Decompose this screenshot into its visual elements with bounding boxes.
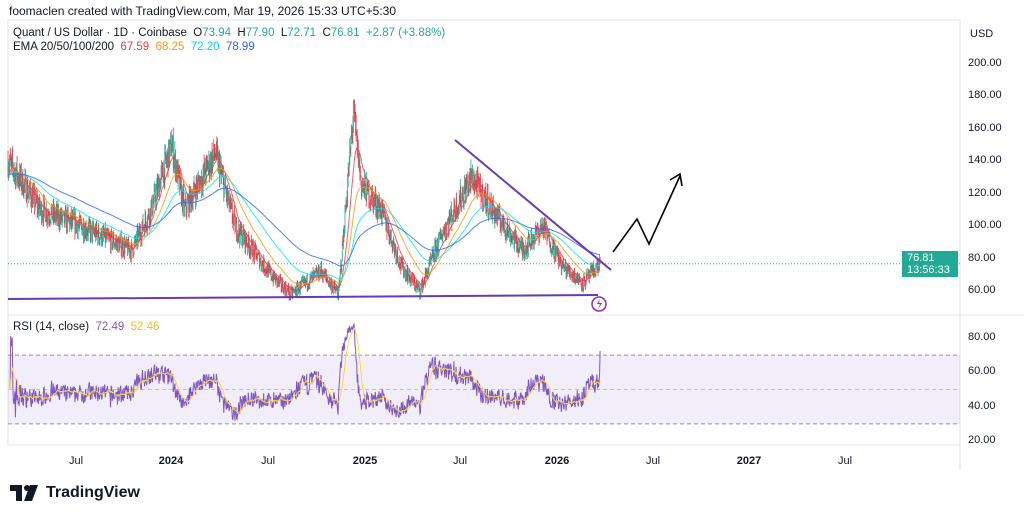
- time-tick: Jul: [260, 455, 276, 467]
- time-tick: Jul: [645, 455, 661, 467]
- resistance-trendline: [454, 139, 612, 271]
- ema200-value: 78.99: [225, 41, 255, 53]
- rsi-tick: 40.00: [968, 399, 996, 412]
- support-trendline: [7, 294, 599, 300]
- rsi-ma-value: 52.46: [130, 321, 160, 333]
- close-value: 76.81: [330, 27, 360, 39]
- rsi-tick: 20.00: [968, 434, 996, 447]
- ema50-line: [7, 167, 601, 286]
- lightning-icon: [597, 299, 602, 309]
- low-value: 72.71: [287, 27, 317, 39]
- tradingview-logo[interactable]: TradingView: [10, 484, 140, 502]
- symbol-name[interactable]: Quant / US Dollar · 1D · Coinbase: [13, 27, 187, 39]
- time-tick: 2024: [158, 455, 184, 467]
- ema100-value: 72.20: [190, 41, 220, 53]
- rsi-value: 72.49: [95, 321, 125, 333]
- rsi-line: [8, 322, 601, 421]
- currency-label[interactable]: USD: [970, 28, 994, 40]
- credit-text: foomaclen created with TradingView.com, …: [9, 4, 396, 18]
- symbol-legend: Quant / US Dollar · 1D · Coinbase O73.94…: [13, 27, 445, 39]
- rsi-ma-line: [8, 327, 601, 414]
- open-value: 73.94: [202, 27, 231, 39]
- rsi-tick: 60.00: [968, 365, 996, 378]
- rsi-legend: RSI (14, close) 72.49 52.46: [13, 321, 159, 333]
- change-value: +2.87 (+3.88%): [365, 27, 446, 39]
- ema-label[interactable]: EMA 20/50/100/200: [13, 41, 115, 53]
- open-label: O: [193, 27, 203, 39]
- high-value: 77.90: [245, 27, 275, 39]
- close-label: C: [322, 27, 331, 39]
- time-tick: 2025: [352, 455, 378, 467]
- price-tick: 80.00: [968, 251, 996, 264]
- ema100-line: [7, 172, 601, 280]
- arrow-head-icon: [669, 172, 683, 187]
- logo-text: TradingView: [46, 484, 140, 501]
- time-tick: 2027: [736, 455, 762, 467]
- time-tick: 2026: [544, 455, 570, 467]
- rsi-tick: 80.00: [968, 331, 996, 343]
- price-tick: 100.00: [968, 219, 1002, 232]
- ema-legend: EMA 20/50/100/200 67.59 68.25 72.20 78.9…: [13, 41, 255, 53]
- last-price-badge: 76.81 13:56:33: [902, 251, 958, 277]
- ema20-line: [7, 147, 601, 292]
- bar-countdown: 13:56:33: [907, 264, 950, 276]
- ema20-value: 67.59: [120, 41, 150, 53]
- ema200-line: [7, 173, 601, 267]
- price-tick: 140.00: [968, 154, 1002, 167]
- ema50-value: 68.25: [155, 41, 185, 53]
- last-price: 76.81: [907, 252, 935, 264]
- low-label: L: [280, 27, 288, 39]
- time-tick: Jul: [68, 455, 84, 467]
- price-tick: 200.00: [968, 57, 1002, 69]
- rsi-label[interactable]: RSI (14, close): [13, 321, 90, 333]
- price-tick: 160.00: [968, 121, 1002, 134]
- price-tick: 60.00: [968, 283, 996, 296]
- price-tick: 180.00: [968, 89, 1002, 102]
- price-tick: 120.00: [968, 186, 1002, 199]
- time-tick: Jul: [837, 455, 853, 467]
- high-label: H: [237, 27, 246, 39]
- rsi-band-fill: [8, 355, 960, 424]
- time-tick: Jul: [452, 455, 468, 467]
- tradingview-logo-icon: [10, 485, 38, 501]
- projection-arrow: [612, 175, 681, 253]
